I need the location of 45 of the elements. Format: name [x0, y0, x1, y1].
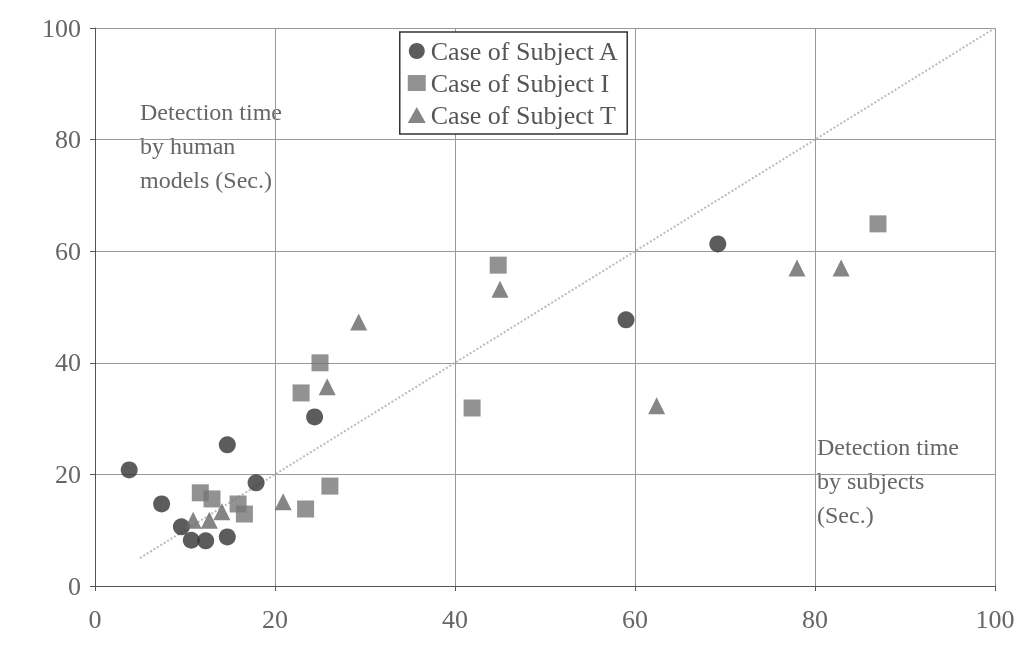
point: [306, 408, 324, 426]
x-tick-label: 0: [88, 604, 102, 634]
point: [788, 259, 806, 277]
point: [274, 493, 292, 511]
x-tick-label: 80: [802, 604, 828, 634]
point: [648, 397, 666, 415]
y-tick-label: 60: [55, 236, 81, 266]
y-tick-label: 100: [42, 13, 81, 43]
x-tick-label: 100: [975, 604, 1015, 634]
point: [318, 378, 336, 396]
point: [200, 511, 218, 529]
point: [321, 477, 339, 495]
y-tick-label: 80: [55, 125, 81, 155]
point: [153, 495, 171, 513]
x-tick-label: 40: [442, 604, 468, 634]
point: [311, 354, 329, 372]
point: [292, 384, 310, 402]
point: [617, 311, 635, 329]
y-tick-label: 20: [55, 459, 81, 489]
legend-label: Case of Subject T: [430, 100, 616, 130]
point: [489, 256, 507, 274]
x-tick-label: 60: [622, 604, 648, 634]
point: [832, 259, 850, 277]
point: [491, 280, 509, 298]
y-tick-label: 40: [55, 348, 81, 378]
legend-label: Case of Subject A: [430, 36, 619, 66]
legend-label: Case of Subject I: [430, 68, 610, 98]
point: [297, 500, 315, 518]
point: [247, 474, 265, 492]
y-tick-label: 0: [68, 571, 81, 601]
point: [218, 528, 236, 546]
x-axis-title: Detection time by subjects (Sec.): [817, 434, 965, 528]
point: [218, 436, 236, 454]
point: [197, 532, 215, 550]
point: [235, 505, 253, 523]
point: [869, 215, 887, 233]
point: [203, 490, 221, 508]
point: [463, 399, 481, 417]
x-tick-label: 20: [262, 604, 288, 634]
point: [184, 511, 202, 529]
point: [350, 313, 368, 331]
point: [182, 531, 200, 549]
point: [709, 235, 727, 253]
point: [213, 503, 231, 521]
point: [120, 461, 138, 479]
